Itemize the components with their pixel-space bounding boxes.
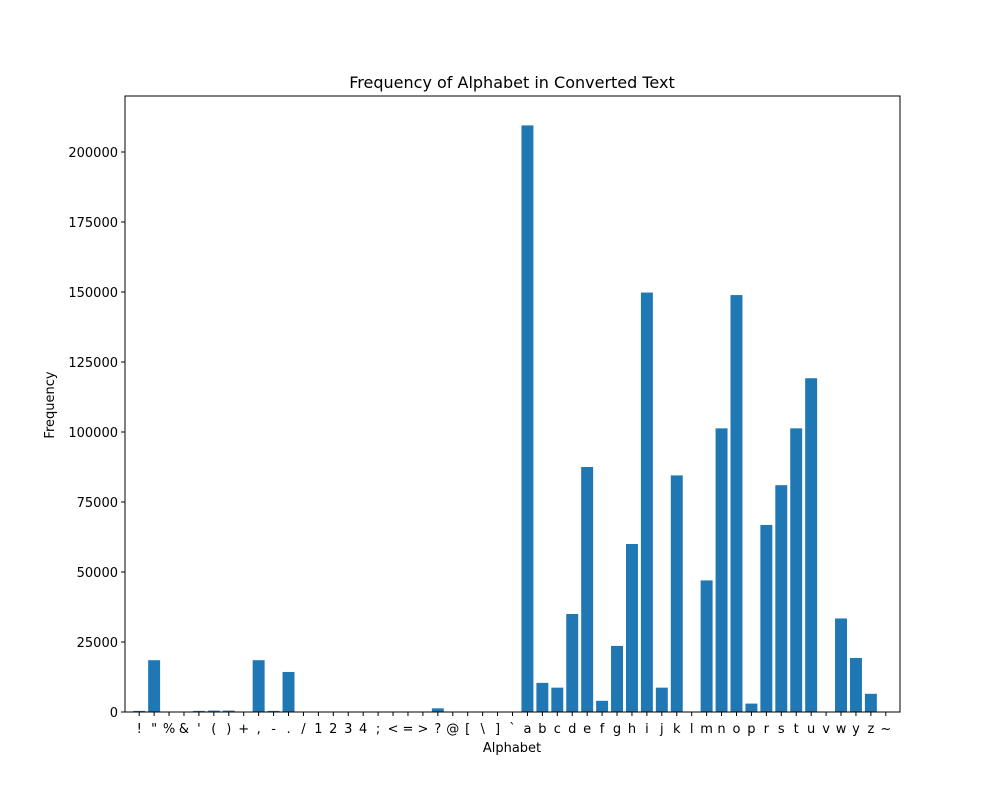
bar [670,475,683,712]
x-tick-label: b [538,722,546,737]
bar [760,524,773,712]
x-tick-label: v [822,722,830,737]
y-tick-label: 150000 [68,286,118,301]
x-tick-label: w [836,722,847,737]
x-tick-label: 4 [359,722,367,737]
x-tick-label: , [257,722,261,737]
x-tick-label: ] [495,722,500,737]
bar [267,710,280,712]
bar [864,693,877,712]
bar [835,618,847,712]
x-tick-label: i [645,722,649,737]
x-tick-label: ` [509,722,516,737]
bar [148,660,161,712]
bar [640,292,653,712]
x-tick-label: ' [197,722,201,737]
bar [207,710,220,712]
x-tick-label: 1 [314,722,322,737]
x-tick-label: > [417,722,428,737]
x-tick-label: 3 [344,722,352,737]
x-tick-label: e [583,722,591,737]
bar [625,544,638,712]
x-tick-label: " [151,722,157,737]
x-tick-label: f [600,722,605,737]
x-tick-label: < [388,722,399,737]
x-tick-label: ) [226,722,231,737]
bar [715,428,728,712]
x-tick-label: & [179,722,189,737]
x-tick-label: ~ [880,722,891,737]
y-tick-label: 100000 [68,426,118,441]
x-tick-label: a [523,722,531,737]
x-tick-label: o [733,722,741,737]
bar [745,703,758,712]
bar [521,125,534,712]
y-tick-label: 75000 [77,496,118,511]
x-tick-label: - [271,722,276,737]
bar [611,645,623,712]
bar [282,671,295,712]
x-axis-title: Alphabet [483,741,541,756]
bar [551,687,564,712]
x-tick-label: u [807,722,815,737]
x-tick-label: ; [376,722,380,737]
x-tick-label: y [852,722,860,737]
bar [222,710,235,712]
x-tick-label: @ [446,722,459,737]
y-tick-label: 50000 [77,566,118,581]
bar [700,580,713,712]
x-tick-label: s [778,722,785,737]
x-tick-label: c [554,722,561,737]
y-axis-title: Frequency [43,371,58,438]
y-tick-label: 25000 [77,636,118,651]
x-tick-label: k [673,722,681,737]
bar [536,682,549,712]
x-tick-label: d [568,722,576,737]
bar [655,687,668,712]
bar [566,614,579,712]
x-tick-label: \ [480,722,485,737]
bar [581,467,594,712]
bar [133,710,146,712]
x-tick-label: = [403,722,414,737]
x-tick-label: l [690,722,694,737]
x-tick-label: n [717,722,725,737]
x-tick-label: [ [465,722,470,737]
x-tick-label: g [613,722,621,737]
bar [431,708,444,712]
y-tick-label: 0 [110,706,118,721]
x-tick-label: ? [434,722,441,737]
bar [849,657,862,712]
bar [596,700,609,712]
x-tick-label: . [286,722,290,737]
y-tick-label: 200000 [68,146,118,161]
x-tick-label: m [700,722,713,737]
bar [192,710,205,712]
chart-title: Frequency of Alphabet in Converted Text [349,73,674,92]
x-tick-label: ( [211,722,216,737]
x-tick-label: + [238,722,249,737]
bar [252,660,265,712]
x-tick-label: 2 [329,722,337,737]
axes-layer: 0 25000 50000 75000 100000 125000 150000 175000… [68,95,901,737]
x-tick-label: t [794,722,799,737]
x-tick-label: p [747,722,755,737]
y-tick-label: 125000 [68,356,118,371]
bar [805,378,818,712]
bar [790,428,803,712]
x-tick-label: / [301,722,306,737]
x-tick-label: j [659,722,664,737]
x-tick-label: % [163,722,175,737]
x-tick-label: r [764,722,770,737]
bars-layer [133,125,877,712]
bar [730,295,743,712]
y-tick-label: 175000 [68,216,118,231]
x-tick-label: ! [137,722,142,737]
x-tick-label: h [628,722,636,737]
x-tick-label: z [867,722,874,737]
bar [775,485,788,712]
